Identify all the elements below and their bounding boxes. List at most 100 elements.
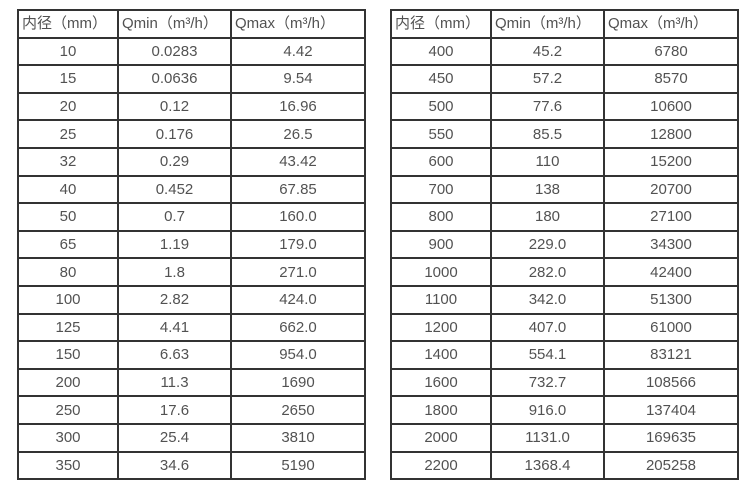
table-row: 32 0.29 43.42: [17, 146, 366, 177]
table-cell: 1600: [390, 367, 492, 398]
table-cell: 732.7: [490, 367, 605, 398]
flow-table-large-diameters: 内径（mm） Qmin（m³/h） Qmax（m³/h） 400 45.2 6780…: [390, 9, 739, 481]
table-cell: 9.54: [230, 64, 366, 94]
table-cell: 342.0: [490, 284, 605, 315]
table-row: 65 1.19 179.0: [17, 229, 366, 260]
table-cell: 800: [390, 202, 492, 232]
table-row: 700 138 20700: [390, 174, 739, 205]
table-cell: 85.5: [490, 119, 605, 149]
table-cell: 0.12: [117, 91, 232, 122]
table-cell: 1368.4: [490, 450, 605, 481]
table-cell: 83121: [603, 340, 739, 370]
table-row: 1000 282.0 42400: [390, 257, 739, 287]
table-cell: 600: [390, 146, 492, 177]
table-cell: 160.0: [230, 202, 366, 232]
table-cell: 5190: [230, 450, 366, 481]
table-row: 25 0.176 26.5: [17, 119, 366, 149]
table-row: 200 11.3 1690: [17, 367, 366, 398]
table-cell: 2.82: [117, 284, 232, 315]
table-cell: 1690: [230, 367, 366, 398]
table-row: 350 34.6 5190: [17, 450, 366, 481]
table-cell: 1800: [390, 395, 492, 425]
table-row: 250 17.6 2650: [17, 395, 366, 425]
table-row: 400 45.2 6780: [390, 36, 739, 67]
table-cell: 110: [490, 146, 605, 177]
table-cell: 169635: [603, 422, 739, 453]
table-cell: 16.96: [230, 91, 366, 122]
table-cell: 554.1: [490, 340, 605, 370]
table-cell: 0.452: [117, 174, 232, 205]
table-cell: 3810: [230, 422, 366, 453]
table-row: 125 4.41 662.0: [17, 312, 366, 343]
table-cell: 4.41: [117, 312, 232, 343]
table-cell: 8570: [603, 64, 739, 94]
table-cell: 424.0: [230, 284, 366, 315]
table-cell: 400: [390, 36, 492, 67]
table-cell: 20: [17, 91, 119, 122]
table-cell: 10: [17, 36, 119, 67]
header-inner-diameter: 内径（mm）: [390, 9, 492, 39]
table-cell: 6780: [603, 36, 739, 67]
table-cell: 700: [390, 174, 492, 205]
table-cell: 0.29: [117, 146, 232, 177]
table-cell: 67.85: [230, 174, 366, 205]
table-row: 550 85.5 12800: [390, 119, 739, 149]
table-cell: 138: [490, 174, 605, 205]
table-cell: 1400: [390, 340, 492, 370]
table-cell: 0.0636: [117, 64, 232, 94]
table-row: 500 77.6 10600: [390, 91, 739, 122]
table-cell: 271.0: [230, 257, 366, 287]
table-cell: 57.2: [490, 64, 605, 94]
table-cell: 108566: [603, 367, 739, 398]
header-qmin: Qmin（m³/h）: [490, 9, 605, 39]
table-row: 1100 342.0 51300: [390, 284, 739, 315]
table-cell: 916.0: [490, 395, 605, 425]
table-cell: 954.0: [230, 340, 366, 370]
table-row: 1600 732.7 108566: [390, 367, 739, 398]
table-row: 150 6.63 954.0: [17, 340, 366, 370]
table-cell: 12800: [603, 119, 739, 149]
table-cell: 0.176: [117, 119, 232, 149]
table-cell: 34.6: [117, 450, 232, 481]
table-cell: 42400: [603, 257, 739, 287]
header-row: 内径（mm） Qmin（m³/h） Qmax（m³/h）: [390, 9, 739, 39]
table-cell: 1100: [390, 284, 492, 315]
table-cell: 1000: [390, 257, 492, 287]
table-cell: 100: [17, 284, 119, 315]
table-cell: 0.7: [117, 202, 232, 232]
table-cell: 125: [17, 312, 119, 343]
table-row: 20 0.12 16.96: [17, 91, 366, 122]
table-cell: 407.0: [490, 312, 605, 343]
table-cell: 1131.0: [490, 422, 605, 453]
table-cell: 2000: [390, 422, 492, 453]
header-row: 内径（mm） Qmin（m³/h） Qmax（m³/h）: [17, 9, 366, 39]
table-cell: 200: [17, 367, 119, 398]
table-cell: 300: [17, 422, 119, 453]
table-row: 50 0.7 160.0: [17, 202, 366, 232]
header-qmin: Qmin（m³/h）: [117, 9, 232, 39]
table-cell: 10600: [603, 91, 739, 122]
table-cell: 80: [17, 257, 119, 287]
table-cell: 150: [17, 340, 119, 370]
table-cell: 1200: [390, 312, 492, 343]
table-row: 1800 916.0 137404: [390, 395, 739, 425]
table-cell: 205258: [603, 450, 739, 481]
table-cell: 550: [390, 119, 492, 149]
table-body: 400 45.2 6780 450 57.2 8570 500 77.6 10600 550 85.…: [390, 36, 739, 481]
table-cell: 43.42: [230, 146, 366, 177]
table-row: 600 110 15200: [390, 146, 739, 177]
table-cell: 17.6: [117, 395, 232, 425]
table-cell: 20700: [603, 174, 739, 205]
table-row: 800 180 27100: [390, 202, 739, 232]
table-cell: 0.0283: [117, 36, 232, 67]
header-inner-diameter: 内径（mm）: [17, 9, 119, 39]
table-row: 900 229.0 34300: [390, 229, 739, 260]
table-cell: 27100: [603, 202, 739, 232]
table-cell: 179.0: [230, 229, 366, 260]
table-cell: 900: [390, 229, 492, 260]
table-cell: 25.4: [117, 422, 232, 453]
table-row: 300 25.4 3810: [17, 422, 366, 453]
table-row: 1200 407.0 61000: [390, 312, 739, 343]
table-cell: 180: [490, 202, 605, 232]
